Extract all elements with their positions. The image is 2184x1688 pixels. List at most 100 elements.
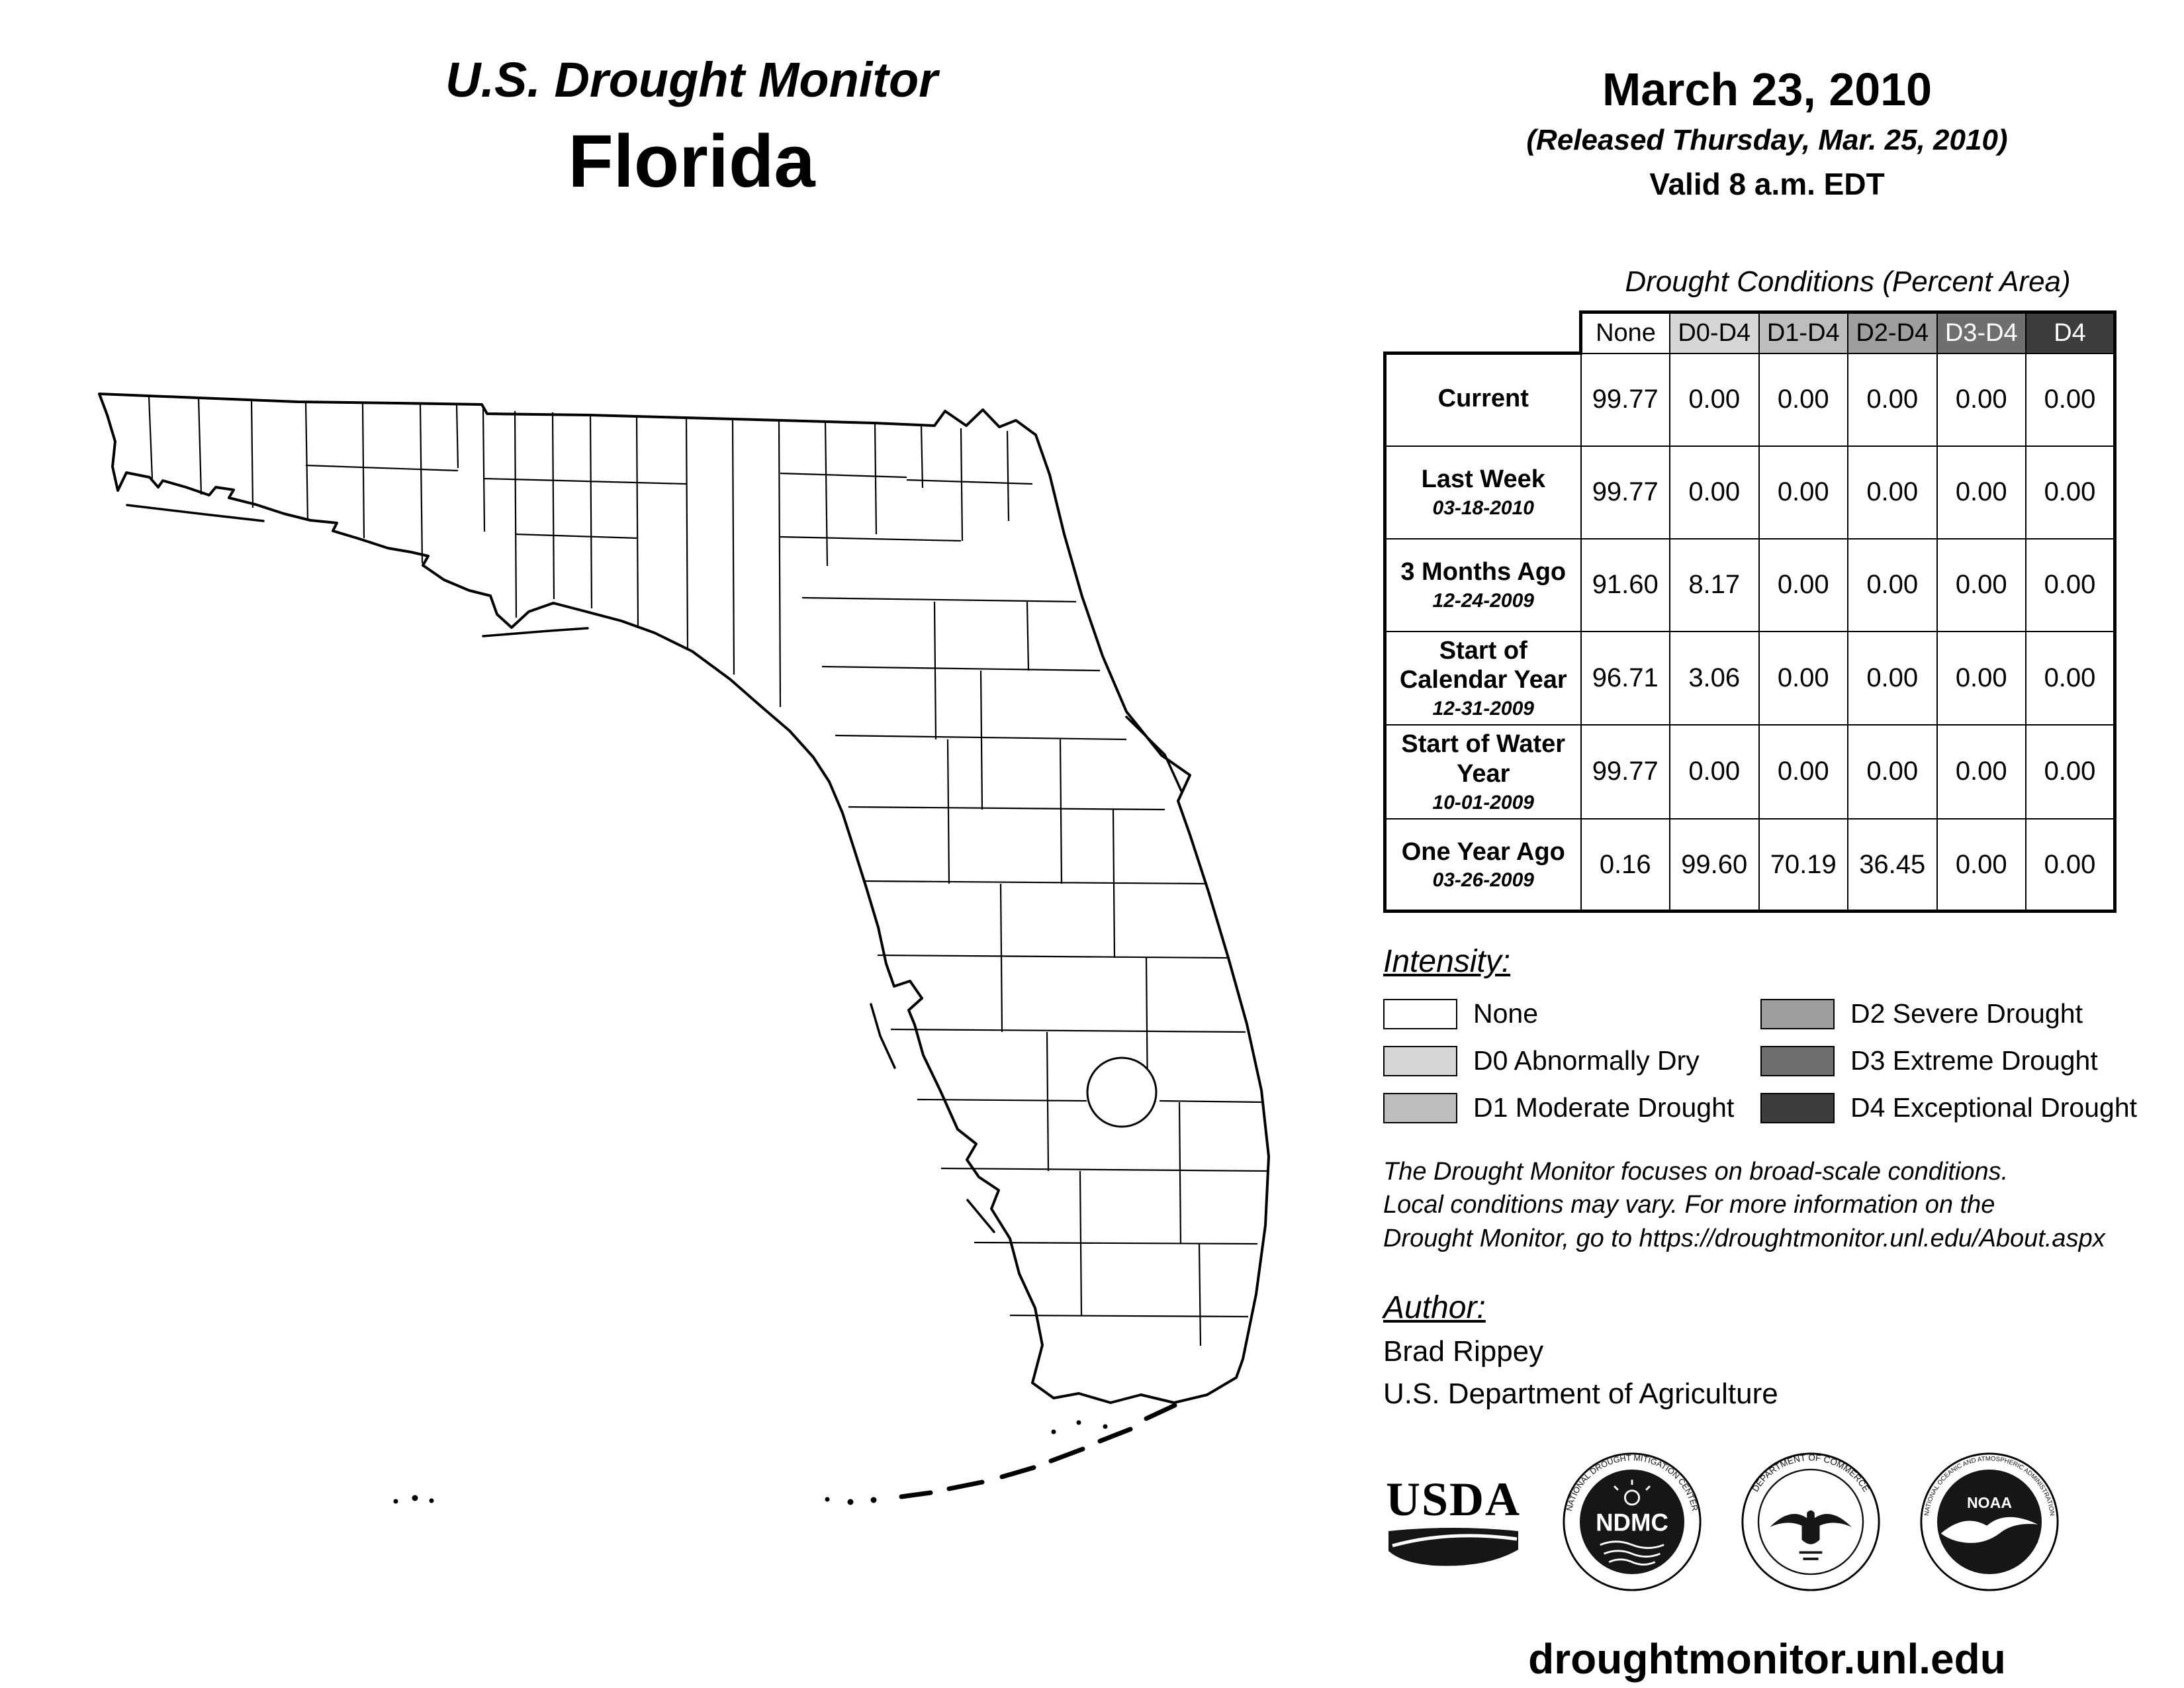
table-cell: 0.00 xyxy=(2025,538,2116,632)
logo-row: USDA NATIONAL DROUGHT MITIGATION CENTER … xyxy=(1383,1452,2151,1592)
col-header-d0-d4: D0-D4 xyxy=(1669,310,1760,354)
table-cell: 0.00 xyxy=(1758,445,1848,539)
table-cell: 91.60 xyxy=(1580,538,1670,632)
legend-swatch xyxy=(1760,998,1835,1029)
legend-item-d2: D2 Severe Drought xyxy=(1760,998,2151,1029)
col-header-none: None xyxy=(1579,310,1670,354)
intensity-legend: None D0 Abnormally Dry D1 Moderate Droug… xyxy=(1383,998,2151,1123)
table-cell: 0.00 xyxy=(1936,818,2026,914)
table-cell: 70.19 xyxy=(1758,818,1848,914)
col-header-d3-d4: D3-D4 xyxy=(1936,310,2026,354)
table-row-last-week: Last Week 03-18-2010 99.77 0.00 0.00 0.0… xyxy=(1383,445,2116,539)
legend-swatch xyxy=(1383,998,1457,1029)
report-title: U.S. Drought Monitor xyxy=(445,52,938,107)
author-name: Brad Rippey xyxy=(1383,1335,1544,1368)
table-cell: 0.00 xyxy=(1847,538,1938,632)
table-cell: 0.00 xyxy=(1758,538,1848,632)
table-cell: 0.00 xyxy=(1847,445,1938,539)
usda-logo: USDA xyxy=(1383,1476,1524,1568)
legend-swatch xyxy=(1383,1092,1457,1123)
info-panel: March 23, 2010 (Released Thursday, Mar. … xyxy=(1383,63,2151,1683)
table-cell: 0.00 xyxy=(1758,630,1848,726)
table-cell: 99.77 xyxy=(1580,352,1670,447)
gull-icon xyxy=(1940,1517,2038,1543)
florida-outline xyxy=(98,393,1270,1404)
col-header-d1-d4: D1-D4 xyxy=(1758,310,1848,354)
legend-item-d0: D0 Abnormally Dry xyxy=(1383,1045,1760,1076)
ndmc-seal-icon: NATIONAL DROUGHT MITIGATION CENTER UNIVE… xyxy=(1563,1452,1702,1591)
release-date: (Released Thursday, Mar. 25, 2010) xyxy=(1526,124,2008,156)
row-label: Last Week 03-18-2010 xyxy=(1383,445,1582,539)
coastal-islands xyxy=(126,504,1183,1233)
table-cell: 0.00 xyxy=(1847,352,1938,447)
table-cell: 36.45 xyxy=(1847,818,1938,914)
row-label: Start of Water Year 10-01-2009 xyxy=(1383,724,1582,820)
table-cell: 0.00 xyxy=(2025,352,2116,447)
table-cell: 99.77 xyxy=(1580,724,1670,820)
legend-swatch xyxy=(1760,1092,1835,1123)
map-date: March 23, 2010 xyxy=(1602,64,1933,115)
title-block: U.S. Drought Monitor Florida xyxy=(251,52,1132,204)
noaa-seal-icon: NATIONAL OCEANIC AND ATMOSPHERIC ADMINIS… xyxy=(1920,1452,2059,1591)
table-row-current: Current 99.77 0.00 0.00 0.00 0.00 0.00 xyxy=(1383,352,2116,447)
drought-conditions-table: None D0-D4 D1-D4 D2-D4 D3-D4 D4 Current … xyxy=(1383,310,2116,914)
table-cell: 0.00 xyxy=(2025,630,2116,726)
disclaimer: The Drought Monitor focuses on broad-sca… xyxy=(1383,1158,2105,1252)
table-cell: 96.71 xyxy=(1580,630,1670,726)
table-cell: 0.00 xyxy=(1758,724,1848,820)
legend-item-d4: D4 Exceptional Drought xyxy=(1760,1092,2151,1123)
table-row-one-year-ago: One Year Ago 03-26-2009 0.16 99.60 70.19… xyxy=(1383,818,2116,914)
table-cell: 8.17 xyxy=(1669,538,1760,632)
col-header-d4: D4 xyxy=(2025,310,2116,354)
legend-swatch xyxy=(1760,1045,1835,1076)
table-header-row: None D0-D4 D1-D4 D2-D4 D3-D4 D4 xyxy=(1385,310,2116,354)
table-cell: 0.00 xyxy=(2025,445,2116,539)
intensity-heading: Intensity: xyxy=(1383,944,1511,980)
florida-drought-map xyxy=(86,367,1317,1552)
table-cell: 0.00 xyxy=(1936,538,2026,632)
svg-text:NDMC: NDMC xyxy=(1596,1509,1668,1536)
table-cell: 0.00 xyxy=(1669,445,1760,539)
eagle-emblem xyxy=(1770,1510,1852,1544)
table-row-start-calendar-year: Start of Calendar Year 12-31-2009 96.71 … xyxy=(1383,630,2116,726)
table-cell: 0.00 xyxy=(2025,818,2116,914)
site-url[interactable]: droughtmonitor.unl.edu xyxy=(1528,1634,2006,1683)
author-organization: U.S. Department of Agriculture xyxy=(1383,1377,1778,1410)
table-cell: 0.00 xyxy=(1936,445,2026,539)
table-row-start-water-year: Start of Water Year 10-01-2009 99.77 0.0… xyxy=(1383,724,2116,820)
commerce-seal-icon: DEPARTMENT OF COMMERCE UNITED STATES OF … xyxy=(1741,1452,1880,1591)
table-cell: 0.00 xyxy=(1936,724,2026,820)
legend-item-d3: D3 Extreme Drought xyxy=(1760,1045,2151,1076)
table-cell: 99.60 xyxy=(1669,818,1760,914)
legend-swatch xyxy=(1383,1045,1457,1076)
legend-item-none: None xyxy=(1383,998,1760,1029)
date-block: March 23, 2010 (Released Thursday, Mar. … xyxy=(1383,63,2151,202)
table-cell: 0.00 xyxy=(1936,352,2026,447)
table-corner xyxy=(1385,312,1581,353)
lake-okeechobee xyxy=(1086,1056,1158,1128)
table-cell: 0.00 xyxy=(1936,630,2026,726)
row-label: One Year Ago 03-26-2009 xyxy=(1383,818,1582,914)
table-cell: 0.00 xyxy=(1669,724,1760,820)
valid-time: Valid 8 a.m. EDT xyxy=(1649,167,1885,201)
table-cell: 0.00 xyxy=(1758,352,1848,447)
state-name: Florida xyxy=(568,120,815,203)
row-label: Start of Calendar Year 12-31-2009 xyxy=(1383,630,1582,726)
table-cell: 0.00 xyxy=(1847,630,1938,726)
county-boundaries xyxy=(148,396,1267,1346)
table-cell: 3.06 xyxy=(1669,630,1760,726)
author-heading: Author: xyxy=(1383,1289,1486,1325)
row-label: Current xyxy=(1383,352,1582,447)
table-cell: 0.00 xyxy=(2025,724,2116,820)
florida-keys xyxy=(393,1403,1177,1505)
table-row-3-months-ago: 3 Months Ago 12-24-2009 91.60 8.17 0.00 … xyxy=(1383,538,2116,632)
col-header-d2-d4: D2-D4 xyxy=(1847,310,1938,354)
table-title: Drought Conditions (Percent Area) xyxy=(1625,265,2071,298)
table-cell: 0.00 xyxy=(1847,724,1938,820)
florida-map-svg xyxy=(98,393,1270,1505)
legend-item-d1: D1 Moderate Drought xyxy=(1383,1092,1760,1123)
table-cell: 99.77 xyxy=(1580,445,1670,539)
row-label: 3 Months Ago 12-24-2009 xyxy=(1383,538,1582,632)
table-cell: 0.00 xyxy=(1669,352,1760,447)
